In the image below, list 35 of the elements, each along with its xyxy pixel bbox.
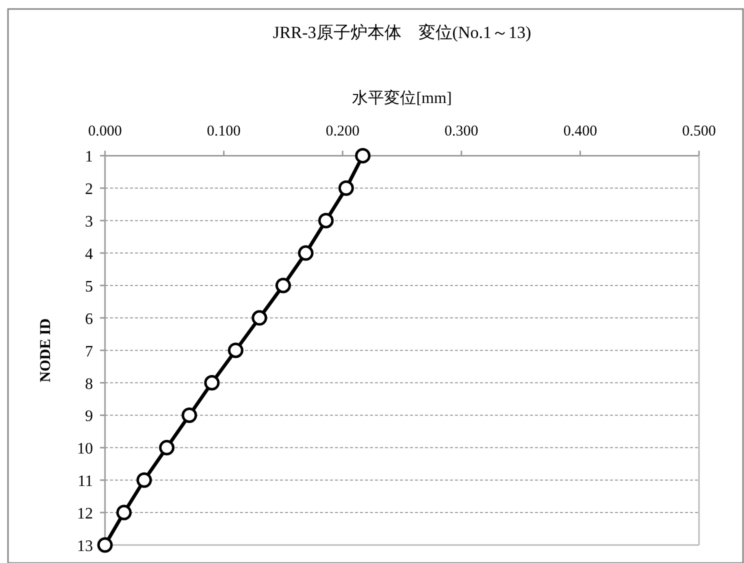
point — [318, 212, 334, 228]
point — [252, 310, 268, 326]
chart-title: JRR-3原子炉本体 変位(No.1～13) — [272, 23, 532, 42]
point — [182, 407, 198, 423]
point — [97, 537, 113, 553]
x-tick-label: 0.500 — [682, 124, 716, 140]
point — [136, 472, 152, 488]
point — [355, 148, 371, 164]
point — [204, 375, 220, 391]
point — [116, 504, 132, 520]
x-tick-label: 0.100 — [206, 124, 241, 140]
y-tick-label: 1 — [85, 148, 93, 166]
x-axis-title: 水平変位[mm] — [352, 89, 452, 107]
y-tick-label: 3 — [85, 214, 93, 231]
point — [275, 278, 291, 294]
y-tick-label: 2 — [85, 181, 93, 198]
y-tick-label: 6 — [85, 310, 93, 328]
y-tick-label: 10 — [77, 440, 93, 458]
y-tick-label: 4 — [85, 246, 93, 264]
y-tick-label: 11 — [78, 473, 93, 490]
y-tick-label: 5 — [85, 278, 93, 296]
y-tick-label: 13 — [77, 538, 93, 555]
point — [159, 440, 175, 456]
y-tick-label: 8 — [85, 376, 93, 393]
point — [298, 245, 314, 261]
x-tick-label: 0.200 — [326, 124, 360, 140]
y-tick-label: 12 — [77, 506, 93, 523]
x-tick-label: 0.400 — [563, 124, 598, 140]
y-tick-label: 7 — [85, 343, 93, 360]
point — [338, 180, 354, 196]
x-tick-label: 0.300 — [444, 124, 478, 140]
y-tick-label: 9 — [85, 408, 93, 426]
x-tick-label: 0.000 — [88, 124, 122, 140]
point — [228, 342, 244, 358]
y-axis-title: NODE ID — [38, 318, 54, 382]
